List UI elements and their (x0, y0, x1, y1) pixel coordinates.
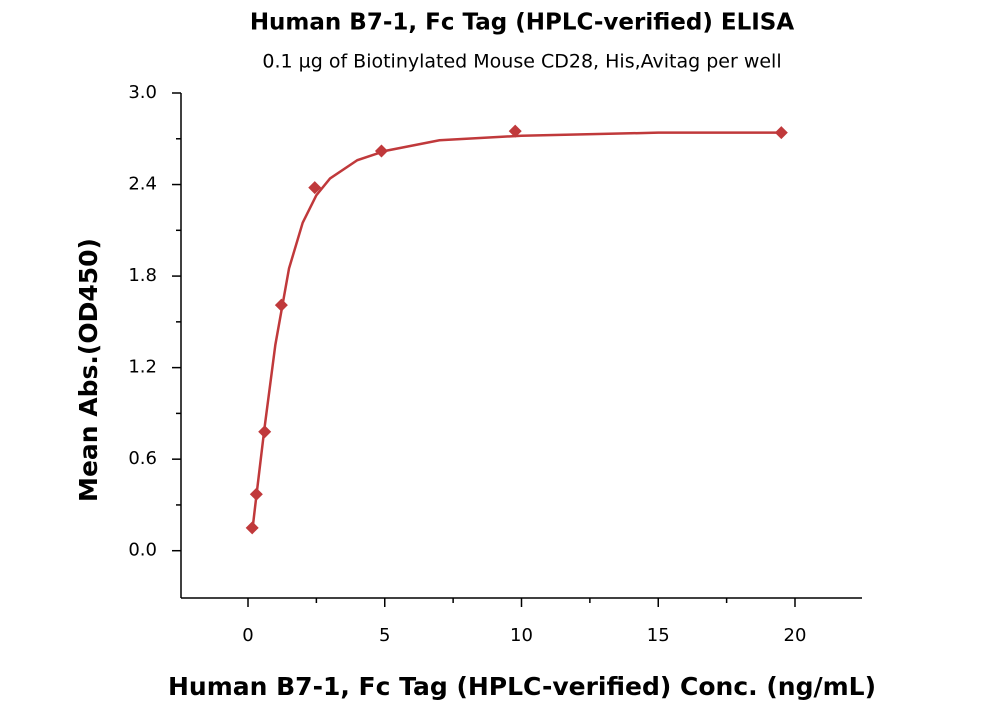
chart-subtitle: 0.1 µg of Biotinylated Mouse CD28, His,A… (262, 51, 781, 73)
data-point (508, 124, 522, 138)
data-point (245, 521, 259, 535)
data-point (249, 487, 263, 501)
x-tick-label: 20 (784, 625, 807, 646)
y-tick-label: 1.2 (128, 357, 157, 378)
data-point (308, 181, 322, 195)
x-tick-label: 15 (647, 625, 670, 646)
chart-title: Human B7-1, Fc Tag (HPLC-verified) ELISA (250, 10, 795, 36)
y-tick-label: 2.4 (128, 174, 157, 195)
x-tick-label: 5 (379, 625, 390, 646)
x-tick-label: 10 (510, 625, 533, 646)
y-tick-label: 0.6 (128, 448, 157, 469)
y-tick-label: 0.0 (128, 540, 157, 561)
data-point (274, 298, 288, 312)
y-tick-label: 3.0 (128, 82, 157, 103)
x-axis-title: Human B7-1, Fc Tag (HPLC-verified) Conc.… (168, 672, 876, 701)
fit-curve (250, 131, 782, 533)
y-axis-title: Mean Abs.(OD450) (74, 238, 103, 502)
data-point (374, 144, 388, 158)
data-point (774, 126, 788, 140)
x-tick-label: 0 (242, 625, 253, 646)
data-point (258, 425, 272, 439)
y-tick-label: 1.8 (128, 265, 157, 286)
